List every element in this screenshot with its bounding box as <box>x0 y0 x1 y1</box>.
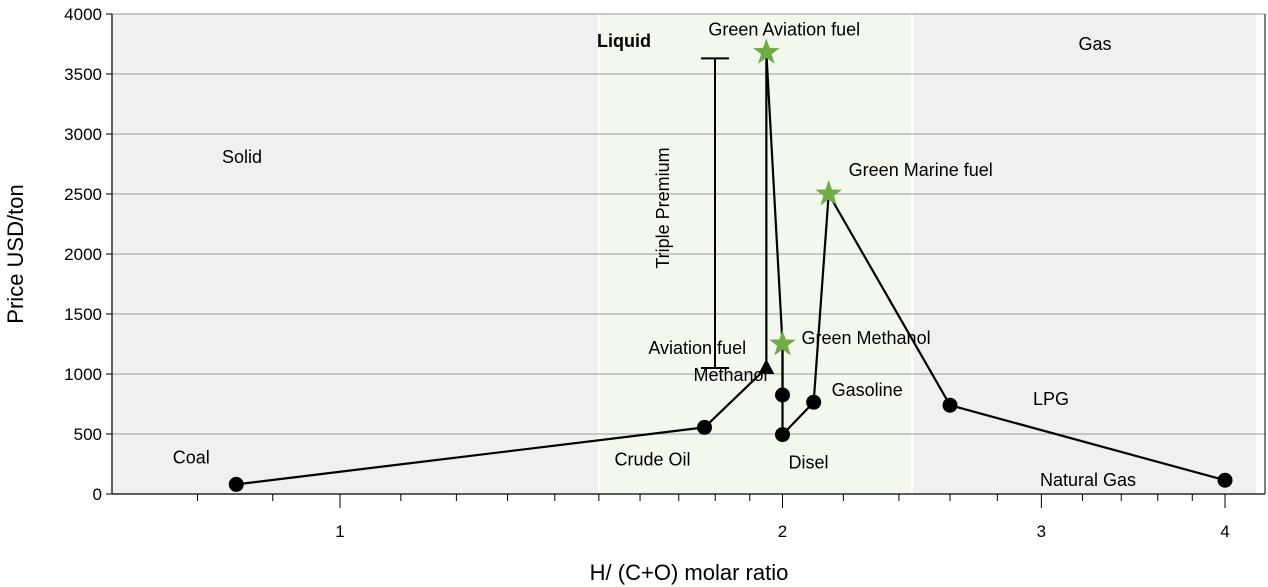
region-label-gas: Gas <box>1078 34 1111 54</box>
label-methanol: Methanol <box>693 365 767 385</box>
point-coal <box>228 476 244 492</box>
point-labels: Solid Liquid Gas Coal Crude Oil Methanol Disel… <box>173 19 1136 490</box>
connection-lines <box>236 52 1226 486</box>
connection-green-marine-fuel-to-lpg <box>827 193 951 406</box>
y-tick-label: 3000 <box>64 125 102 144</box>
point-green-marine-fuel <box>815 180 842 206</box>
y-tick-label: 1000 <box>64 365 102 384</box>
connection-crude-oil-to-aviation-fuel <box>703 367 768 429</box>
label-lpg: LPG <box>1033 389 1069 409</box>
y-tick-label: 500 <box>74 425 102 444</box>
axes: 0 500 1000 1500 2000 2500 3000 3500 4000 1 2 3 4 <box>64 5 1266 541</box>
x-axis-title: H/ (C+O) molar ratio <box>590 560 789 585</box>
label-gasoline: Gasoline <box>832 380 903 400</box>
region-label-solid: Solid <box>222 147 262 167</box>
region-label-liquid: Liquid <box>597 31 651 51</box>
point-aviation-fuel <box>758 359 775 374</box>
data-markers <box>228 38 1233 492</box>
point-crude-oil <box>697 419 713 435</box>
y-axis-title: Price USD/ton <box>3 184 28 323</box>
point-green-aviation-fuel <box>753 38 780 64</box>
point-methanol <box>775 387 791 403</box>
y-tick-label: 3500 <box>64 65 102 84</box>
x-tick-label: 1 <box>335 522 344 541</box>
point-disel <box>775 427 791 443</box>
connection-coal-to-crude-oil <box>236 426 705 486</box>
point-gasoline <box>806 394 822 410</box>
horizontal-gridlines <box>112 13 1265 435</box>
y-tick-label: 2000 <box>64 245 102 264</box>
triple-premium-label: Triple Premium <box>653 147 673 268</box>
x-tick-label: 3 <box>1037 522 1046 541</box>
label-natural-gas: Natural Gas <box>1040 470 1136 490</box>
point-green-methanol <box>769 330 796 356</box>
y-tick-label: 2500 <box>64 185 102 204</box>
y-tick-label: 1500 <box>64 305 102 324</box>
x-tick-label: 4 <box>1220 522 1229 541</box>
label-green-methanol: Green Methanol <box>802 328 931 348</box>
triple-premium-annotation: Triple Premium <box>653 57 729 369</box>
label-disel: Disel <box>789 453 829 473</box>
connection-lpg-to-natural-gas <box>949 404 1226 482</box>
x-tick-label: 2 <box>778 522 787 541</box>
label-green-marine-fuel: Green Marine fuel <box>849 160 993 180</box>
y-tick-label: 0 <box>93 485 102 504</box>
point-natural-gas <box>1217 472 1233 488</box>
y-tick-label: 4000 <box>64 5 102 24</box>
label-aviation-fuel: Aviation fuel <box>648 338 746 358</box>
connection-green-aviation-fuel-to-green-methanol <box>765 52 784 345</box>
connection-gasoline-to-green-marine-fuel <box>812 193 830 403</box>
label-green-aviation-fuel: Green Aviation fuel <box>708 19 860 39</box>
point-lpg <box>942 397 958 413</box>
label-coal: Coal <box>173 447 210 467</box>
label-crude-oil: Crude Oil <box>615 449 691 469</box>
